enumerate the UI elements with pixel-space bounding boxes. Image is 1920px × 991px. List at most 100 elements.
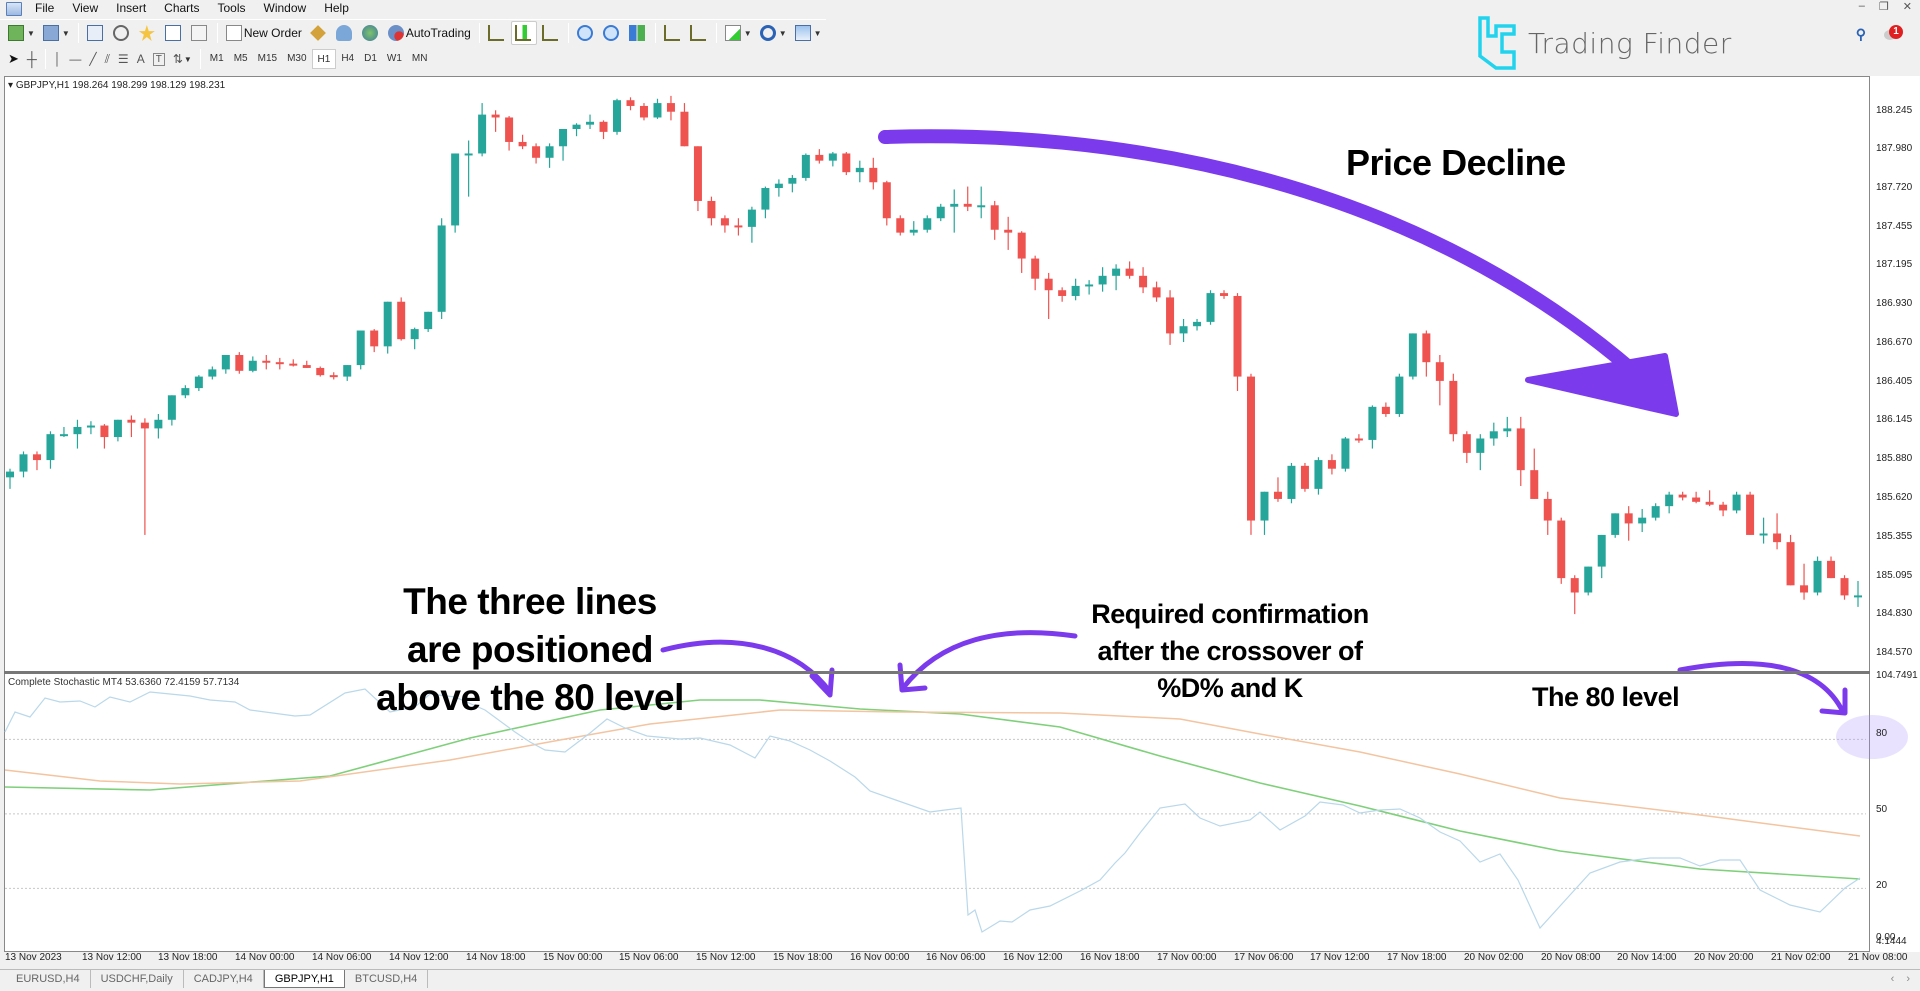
periods-button[interactable]: ▼ <box>757 21 790 45</box>
notifications-button[interactable]: 1 <box>1884 24 1903 43</box>
menu-help[interactable]: Help <box>324 1 349 15</box>
scroll-right-button[interactable]: › <box>1906 973 1910 985</box>
menu-insert[interactable]: Insert <box>116 1 147 15</box>
chart-shift-button[interactable] <box>661 21 685 45</box>
search-icon[interactable]: ⚲ <box>1855 26 1866 42</box>
menu-view[interactable]: View <box>72 1 99 15</box>
profiles-button[interactable]: ▼ <box>40 21 73 45</box>
crosshair-button[interactable]: ┼ <box>24 47 40 71</box>
indicators-button[interactable]: ▼ <box>722 21 755 45</box>
templates-button[interactable]: ▼ <box>792 21 825 45</box>
timeframe-m1[interactable]: M1 <box>209 53 224 64</box>
candle <box>397 297 406 341</box>
time-label: 17 Nov 18:00 <box>1387 952 1447 963</box>
candle <box>1827 556 1836 579</box>
zoom-in-button[interactable] <box>574 21 598 45</box>
bar-chart-button[interactable] <box>485 21 509 45</box>
close-button[interactable]: ✕ <box>1902 1 1912 13</box>
time-label: 17 Nov 00:00 <box>1157 952 1217 963</box>
fibonacci-button[interactable]: ☰ <box>115 47 132 71</box>
candle <box>32 451 41 471</box>
signals-button[interactable] <box>359 21 383 45</box>
crosshair-target-icon <box>112 25 129 41</box>
candle <box>370 329 379 353</box>
time-label: 15 Nov 18:00 <box>773 952 833 963</box>
line-chart-button[interactable] <box>539 21 563 45</box>
autotrading-label: AutoTrading <box>405 26 471 40</box>
tab-cadjpy-h4[interactable]: CADJPY,H4 <box>184 970 264 988</box>
new-chart-button[interactable]: ▼ <box>5 21 38 45</box>
menu-file[interactable]: File <box>35 1 55 15</box>
tab-btcusd-h4[interactable]: BTCUSD,H4 <box>345 970 429 988</box>
tab-eurusd-h4[interactable]: EURUSD,H4 <box>6 970 91 988</box>
candle <box>410 327 419 350</box>
candle <box>1597 534 1606 579</box>
new-chart-icon <box>8 25 24 41</box>
candlestick-button[interactable] <box>510 21 537 45</box>
zoom-out-icon <box>602 25 619 41</box>
candle <box>356 330 365 370</box>
time-label: 16 Nov 18:00 <box>1080 952 1140 963</box>
candle <box>424 311 433 332</box>
candle <box>491 110 500 132</box>
line-chart-icon <box>541 25 558 41</box>
zoom-out-button[interactable] <box>600 21 624 45</box>
terminal-icon <box>164 25 181 41</box>
timeframe-m5[interactable]: M5 <box>233 53 248 64</box>
autotrading-button[interactable]: AutoTrading <box>385 21 474 45</box>
timeframe-d1[interactable]: D1 <box>364 53 377 64</box>
minimize-button[interactable]: – <box>1858 0 1865 12</box>
timeframe-mn[interactable]: MN <box>411 53 428 64</box>
terminal-button[interactable] <box>162 21 186 45</box>
menu-tools[interactable]: Tools <box>217 1 246 15</box>
time-label: 14 Nov 18:00 <box>466 952 526 963</box>
fibonacci-icon: ☰ <box>117 52 129 66</box>
menu-charts[interactable]: Charts <box>164 1 200 15</box>
vertical-line-button[interactable]: │ <box>51 47 65 71</box>
candle <box>6 468 14 489</box>
trendline-button[interactable]: ╱ <box>86 47 99 71</box>
tile-windows-button[interactable] <box>626 21 650 45</box>
scroll-left-button[interactable]: ‹ <box>1890 973 1895 985</box>
price-label: 186.670 <box>1876 337 1913 348</box>
channel-button[interactable]: ⫽ <box>102 47 113 71</box>
tab-usdchf-daily[interactable]: USDCHF,Daily <box>91 970 184 988</box>
text-label-button[interactable]: T <box>150 47 168 71</box>
tab-gbpjpy-h1[interactable]: GBPJPY,H1 <box>263 970 345 988</box>
divider <box>77 23 79 43</box>
horizontal-line-button[interactable]: — <box>66 47 84 71</box>
candle <box>262 354 271 370</box>
text-button[interactable]: A <box>134 47 148 71</box>
candle <box>936 203 945 222</box>
timeframe-m15[interactable]: M15 <box>257 53 278 64</box>
autoscroll-button[interactable] <box>687 21 711 45</box>
timeframe-h4[interactable]: H4 <box>341 53 355 64</box>
candle <box>639 103 648 121</box>
cursor-button[interactable]: ➤ <box>5 47 22 71</box>
timeframe-w1[interactable]: W1 <box>386 53 402 64</box>
new-order-button[interactable]: New Order <box>223 21 305 45</box>
timeframe-h1[interactable]: H1 <box>311 49 337 69</box>
data-window-button[interactable] <box>110 21 134 45</box>
candle <box>1611 513 1620 538</box>
restore-button[interactable]: ❐ <box>1878 1 1889 13</box>
candle <box>1098 267 1107 292</box>
market-watch-icon <box>86 25 103 41</box>
strategy-tester-button[interactable] <box>188 21 212 45</box>
timeframe-m30[interactable]: M30 <box>287 53 307 64</box>
indicator-divider[interactable] <box>4 671 1870 674</box>
candle <box>1530 448 1539 499</box>
time-label: 20 Nov 02:00 <box>1464 952 1524 963</box>
clock-icon <box>759 25 776 41</box>
menu-window[interactable]: Window <box>263 1 307 15</box>
candle <box>1773 513 1782 550</box>
navigator-button[interactable] <box>136 21 160 45</box>
candle <box>1422 330 1431 377</box>
arrows-button[interactable]: ⇅ ▼ <box>172 52 192 66</box>
candle <box>19 451 28 478</box>
chart-window[interactable] <box>4 76 1870 952</box>
market-watch-button[interactable] <box>84 21 108 45</box>
candle <box>1368 405 1377 449</box>
community-button[interactable] <box>333 21 357 45</box>
